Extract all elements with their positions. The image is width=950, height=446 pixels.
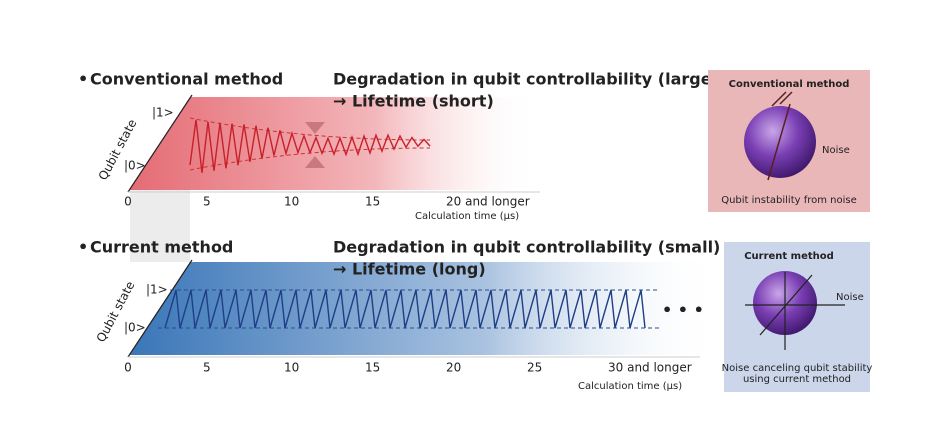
state-axis <box>127 259 193 358</box>
inset-caption: Noise canceling qubit stability <box>722 363 873 374</box>
conventional-plane <box>130 97 540 190</box>
lifetime: → Lifetime (long) <box>333 260 486 279</box>
state-label: |0> <box>124 321 146 335</box>
oscillation-path <box>189 119 431 173</box>
x-tick-label: 10 <box>284 195 299 209</box>
bullet-label: • <box>78 70 88 89</box>
state-label: |1> <box>146 283 168 297</box>
x-axis-label: Calculation time (µs) <box>578 381 682 392</box>
headline: Degradation in qubit controllability (la… <box>333 70 719 89</box>
x-axis-label: Calculation time (µs) <box>415 211 519 222</box>
inset-title: Conventional method <box>729 79 850 90</box>
x-tick-label: 5 <box>203 195 211 209</box>
y-axis-label: Qubit state <box>96 117 140 183</box>
oscillation-path <box>164 289 646 329</box>
inset-caption: Qubit instability from noise <box>721 195 857 206</box>
state-label: |0> <box>124 159 146 173</box>
tick-labels: 0 5 10 15 20 and longer <box>124 195 530 209</box>
x-tick-label: 0 <box>124 361 132 375</box>
ellipsis: • • • <box>662 301 704 320</box>
stable-oscillation <box>164 289 646 329</box>
x-tick-label: 20 <box>446 361 461 375</box>
y-axis-label: Qubit state <box>94 279 138 345</box>
state-axis <box>127 94 193 193</box>
tick-labels: 0 5 10 15 20 25 30 and longer <box>124 361 692 375</box>
spin-arrows <box>767 91 793 181</box>
x-tick-label: 15 <box>365 361 380 375</box>
qubit-sphere <box>744 106 816 178</box>
decay-envelope <box>189 117 431 171</box>
lifetime: → Lifetime (short) <box>333 92 494 111</box>
noisy-oscillation <box>189 119 431 173</box>
x-tick-label: 25 <box>527 361 542 375</box>
noise-label: Noise <box>836 292 864 303</box>
x-tick-label: 15 <box>365 195 380 209</box>
connector-band <box>130 190 190 262</box>
inset-title: Current method <box>744 251 834 262</box>
state-label: |1> <box>152 106 174 120</box>
method-label: Conventional method <box>90 70 283 89</box>
method-label: Current method <box>90 238 233 257</box>
x-tick-label: 20 and longer <box>446 195 530 209</box>
bullet-label: • <box>78 238 88 257</box>
headline: Degradation in qubit controllability (sm… <box>333 238 720 257</box>
x-tick-label: 30 and longer <box>608 361 692 375</box>
stable-envelope <box>158 289 660 329</box>
x-tick-label: 10 <box>284 361 299 375</box>
compress-arrow <box>305 156 325 168</box>
bloch-axes <box>745 272 845 350</box>
x-tick-label: 0 <box>124 195 132 209</box>
inset-caption: using current method <box>743 374 851 385</box>
compress-arrow <box>305 122 325 134</box>
noise-label: Noise <box>822 145 850 156</box>
x-tick-label: 5 <box>203 361 211 375</box>
